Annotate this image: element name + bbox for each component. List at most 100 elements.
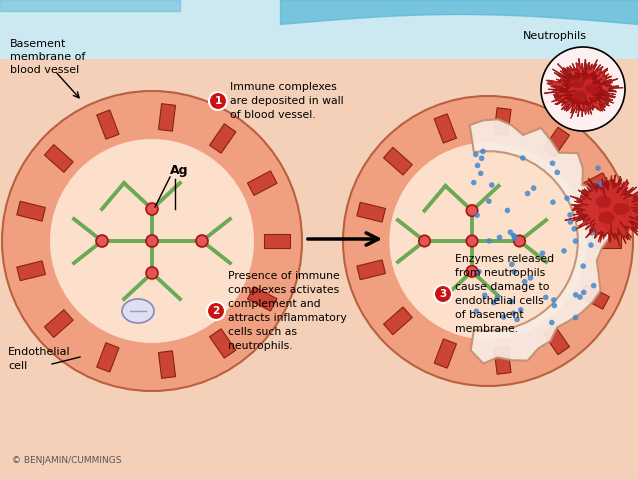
Circle shape xyxy=(540,251,545,256)
Circle shape xyxy=(512,269,517,274)
Ellipse shape xyxy=(598,211,614,224)
Circle shape xyxy=(466,205,478,217)
Circle shape xyxy=(501,314,506,320)
Circle shape xyxy=(207,302,225,320)
Polygon shape xyxy=(494,108,511,135)
Text: Presence of immune
complexes activates
complement and
attracts inflammatory
cell: Presence of immune complexes activates c… xyxy=(228,271,346,351)
Circle shape xyxy=(491,300,496,306)
Circle shape xyxy=(573,315,579,320)
Circle shape xyxy=(598,181,604,187)
Circle shape xyxy=(475,163,480,168)
Circle shape xyxy=(505,207,510,213)
Circle shape xyxy=(343,96,633,386)
Circle shape xyxy=(466,266,478,277)
Text: 1: 1 xyxy=(214,96,221,106)
Circle shape xyxy=(520,155,526,161)
Polygon shape xyxy=(544,58,623,118)
Circle shape xyxy=(573,292,579,297)
Polygon shape xyxy=(543,127,570,157)
Circle shape xyxy=(550,199,556,205)
Circle shape xyxy=(552,303,557,308)
Polygon shape xyxy=(209,124,236,153)
Circle shape xyxy=(554,170,560,175)
Circle shape xyxy=(564,195,570,201)
Text: Neutrophils: Neutrophils xyxy=(523,31,587,41)
Text: Endothelial
cell: Endothelial cell xyxy=(8,347,71,371)
Polygon shape xyxy=(470,119,612,364)
Circle shape xyxy=(486,198,492,204)
Polygon shape xyxy=(595,234,621,248)
Circle shape xyxy=(489,182,494,188)
Circle shape xyxy=(551,297,556,303)
Polygon shape xyxy=(434,114,456,143)
Ellipse shape xyxy=(122,299,154,323)
Circle shape xyxy=(585,215,591,220)
Polygon shape xyxy=(565,175,638,247)
Circle shape xyxy=(508,229,513,235)
Polygon shape xyxy=(45,145,73,172)
Text: © BENJAMIN/CUMMINGS: © BENJAMIN/CUMMINGS xyxy=(12,456,121,465)
Circle shape xyxy=(518,307,523,313)
Circle shape xyxy=(567,212,573,218)
Polygon shape xyxy=(434,339,456,368)
Circle shape xyxy=(514,317,520,322)
Polygon shape xyxy=(580,173,609,197)
Circle shape xyxy=(581,289,586,295)
Text: Enzymes released
from neutrophils
cause damage to
endothelial cells
of basement
: Enzymes released from neutrophils cause … xyxy=(455,254,554,334)
Ellipse shape xyxy=(585,86,594,92)
Circle shape xyxy=(473,152,478,157)
Text: Immune complexes
are deposited in wall
of blood vessel.: Immune complexes are deposited in wall o… xyxy=(230,82,344,120)
Circle shape xyxy=(541,47,625,131)
Text: 3: 3 xyxy=(440,289,447,299)
Text: Ag: Ag xyxy=(170,164,188,177)
Polygon shape xyxy=(45,310,73,337)
Ellipse shape xyxy=(613,203,629,215)
Circle shape xyxy=(480,148,486,154)
Polygon shape xyxy=(543,325,570,355)
Polygon shape xyxy=(17,261,45,281)
Circle shape xyxy=(591,283,597,288)
Circle shape xyxy=(476,269,482,274)
Polygon shape xyxy=(580,285,609,309)
Text: Basement
membrane of
blood vessel: Basement membrane of blood vessel xyxy=(10,39,85,75)
Polygon shape xyxy=(0,59,638,479)
Circle shape xyxy=(471,180,477,185)
Polygon shape xyxy=(248,171,277,195)
Circle shape xyxy=(577,294,582,300)
Circle shape xyxy=(434,285,452,303)
Polygon shape xyxy=(383,307,412,335)
Polygon shape xyxy=(158,351,175,378)
Circle shape xyxy=(196,235,208,247)
Circle shape xyxy=(486,238,492,244)
Ellipse shape xyxy=(575,81,584,88)
Circle shape xyxy=(475,212,480,218)
Polygon shape xyxy=(357,202,385,222)
Circle shape xyxy=(512,234,517,239)
Polygon shape xyxy=(560,68,607,109)
Circle shape xyxy=(599,187,605,193)
Circle shape xyxy=(146,235,158,247)
Polygon shape xyxy=(209,329,236,358)
Polygon shape xyxy=(17,201,45,221)
Polygon shape xyxy=(0,0,638,59)
Circle shape xyxy=(96,235,108,247)
Ellipse shape xyxy=(573,91,587,102)
Circle shape xyxy=(525,191,530,196)
Circle shape xyxy=(50,139,254,343)
Circle shape xyxy=(549,320,554,325)
Polygon shape xyxy=(97,343,119,372)
Ellipse shape xyxy=(577,91,586,97)
Circle shape xyxy=(543,295,549,300)
Text: 2: 2 xyxy=(212,306,219,316)
Circle shape xyxy=(466,235,478,247)
Polygon shape xyxy=(248,286,277,311)
Circle shape xyxy=(508,299,514,305)
Polygon shape xyxy=(357,260,385,280)
Circle shape xyxy=(561,248,567,254)
Circle shape xyxy=(573,239,578,244)
Circle shape xyxy=(589,230,595,236)
Circle shape xyxy=(510,310,516,316)
Circle shape xyxy=(2,91,302,391)
Circle shape xyxy=(389,142,586,340)
Polygon shape xyxy=(97,110,119,139)
